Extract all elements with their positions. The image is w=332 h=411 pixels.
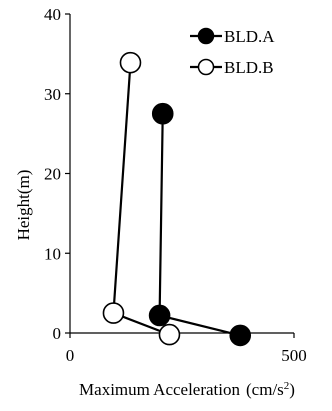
series-bld-b bbox=[102, 51, 181, 346]
x-axis-label: Maximum Acceleration (cm/s2) bbox=[79, 380, 295, 399]
legend-label: BLD.B bbox=[224, 58, 274, 77]
data-point bbox=[158, 323, 181, 346]
axes: 0 10 20 30 40 0 500 bbox=[44, 5, 307, 365]
y-tick-label: 10 bbox=[44, 244, 61, 263]
x-axis-label-unit: (cm/s bbox=[246, 380, 284, 399]
x-tick-label: 0 bbox=[66, 346, 75, 365]
data-point bbox=[151, 102, 174, 125]
series-layer bbox=[102, 51, 252, 347]
data-point bbox=[102, 302, 125, 324]
data-point bbox=[148, 304, 171, 327]
y-tick-label: 30 bbox=[44, 85, 61, 104]
y-axis-label: Height(m) bbox=[14, 170, 33, 241]
y-tick-label: 40 bbox=[44, 5, 61, 24]
x-axis-label-main: Maximum Acceleration bbox=[79, 380, 240, 399]
series-bld-a bbox=[148, 102, 252, 347]
x-axis-label-unit-close: ) bbox=[289, 380, 295, 399]
legend-marker bbox=[197, 58, 215, 76]
data-point bbox=[119, 51, 142, 74]
legend-entry: BLD.A bbox=[190, 27, 275, 46]
x-axis-label-unit-sup: 2 bbox=[284, 380, 290, 392]
legend-label: BLD.A bbox=[224, 27, 275, 46]
legend-entry: BLD.B bbox=[190, 58, 274, 77]
y-tick-label: 0 bbox=[53, 324, 62, 343]
series-line bbox=[158, 113, 241, 337]
x-tick-label: 500 bbox=[281, 346, 307, 365]
y-tick-label: 20 bbox=[44, 165, 61, 184]
legend: BLD.A BLD.B bbox=[190, 27, 275, 77]
legend-marker bbox=[197, 27, 215, 45]
data-point bbox=[229, 324, 252, 347]
